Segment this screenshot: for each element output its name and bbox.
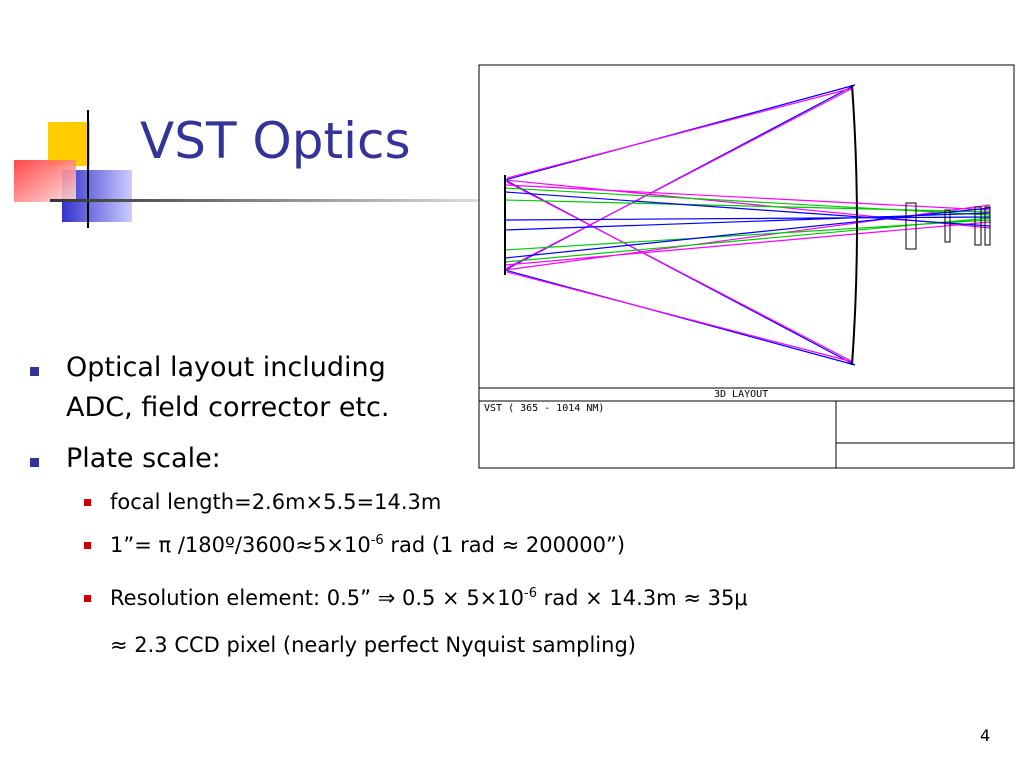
text: rad (1 rad ≈ 200000”) [383, 533, 626, 557]
diagram-label: VST ( 365 - 1014 NM) [484, 403, 605, 414]
title: VST Optics [140, 112, 411, 170]
page-number: 4 [980, 726, 991, 745]
text: rad × 14.3m ≈ 35μ [536, 586, 748, 610]
sub-bullet: 1”= π /180º/3600≈5×10-6 rad (1 rad ≈ 200… [110, 533, 625, 557]
sub-bullet-marker [84, 595, 91, 602]
bullet-marker [30, 458, 39, 467]
superscript: -6 [370, 533, 384, 548]
continuation: ≈ 2.3 CCD pixel (nearly perfect Nyquist … [110, 633, 636, 657]
sub-bullet: focal length=2.6m×5.5=14.3m [110, 490, 441, 514]
sub-bullet-marker [84, 499, 91, 506]
sub-bullet-marker [84, 542, 91, 549]
bullet-marker [30, 367, 39, 376]
bullet-line: Plate scale: [66, 443, 221, 474]
text: Resolution element: 0.5” ⇒ 0.5 × 5×10 [110, 586, 524, 610]
superscript: -6 [524, 586, 537, 601]
bullet-line: ADC, field corrector etc. [66, 392, 390, 423]
bullet-line: Optical layout including [66, 352, 386, 383]
text: 1”= π /180º/3600≈5×10 [110, 533, 371, 557]
diagram-caption: 3D LAYOUT [714, 389, 769, 400]
sub-bullet: Resolution element: 0.5” ⇒ 0.5 × 5×10-6 … [110, 586, 748, 610]
text: focal length=2.6m×5.5=14.3m [110, 490, 442, 514]
